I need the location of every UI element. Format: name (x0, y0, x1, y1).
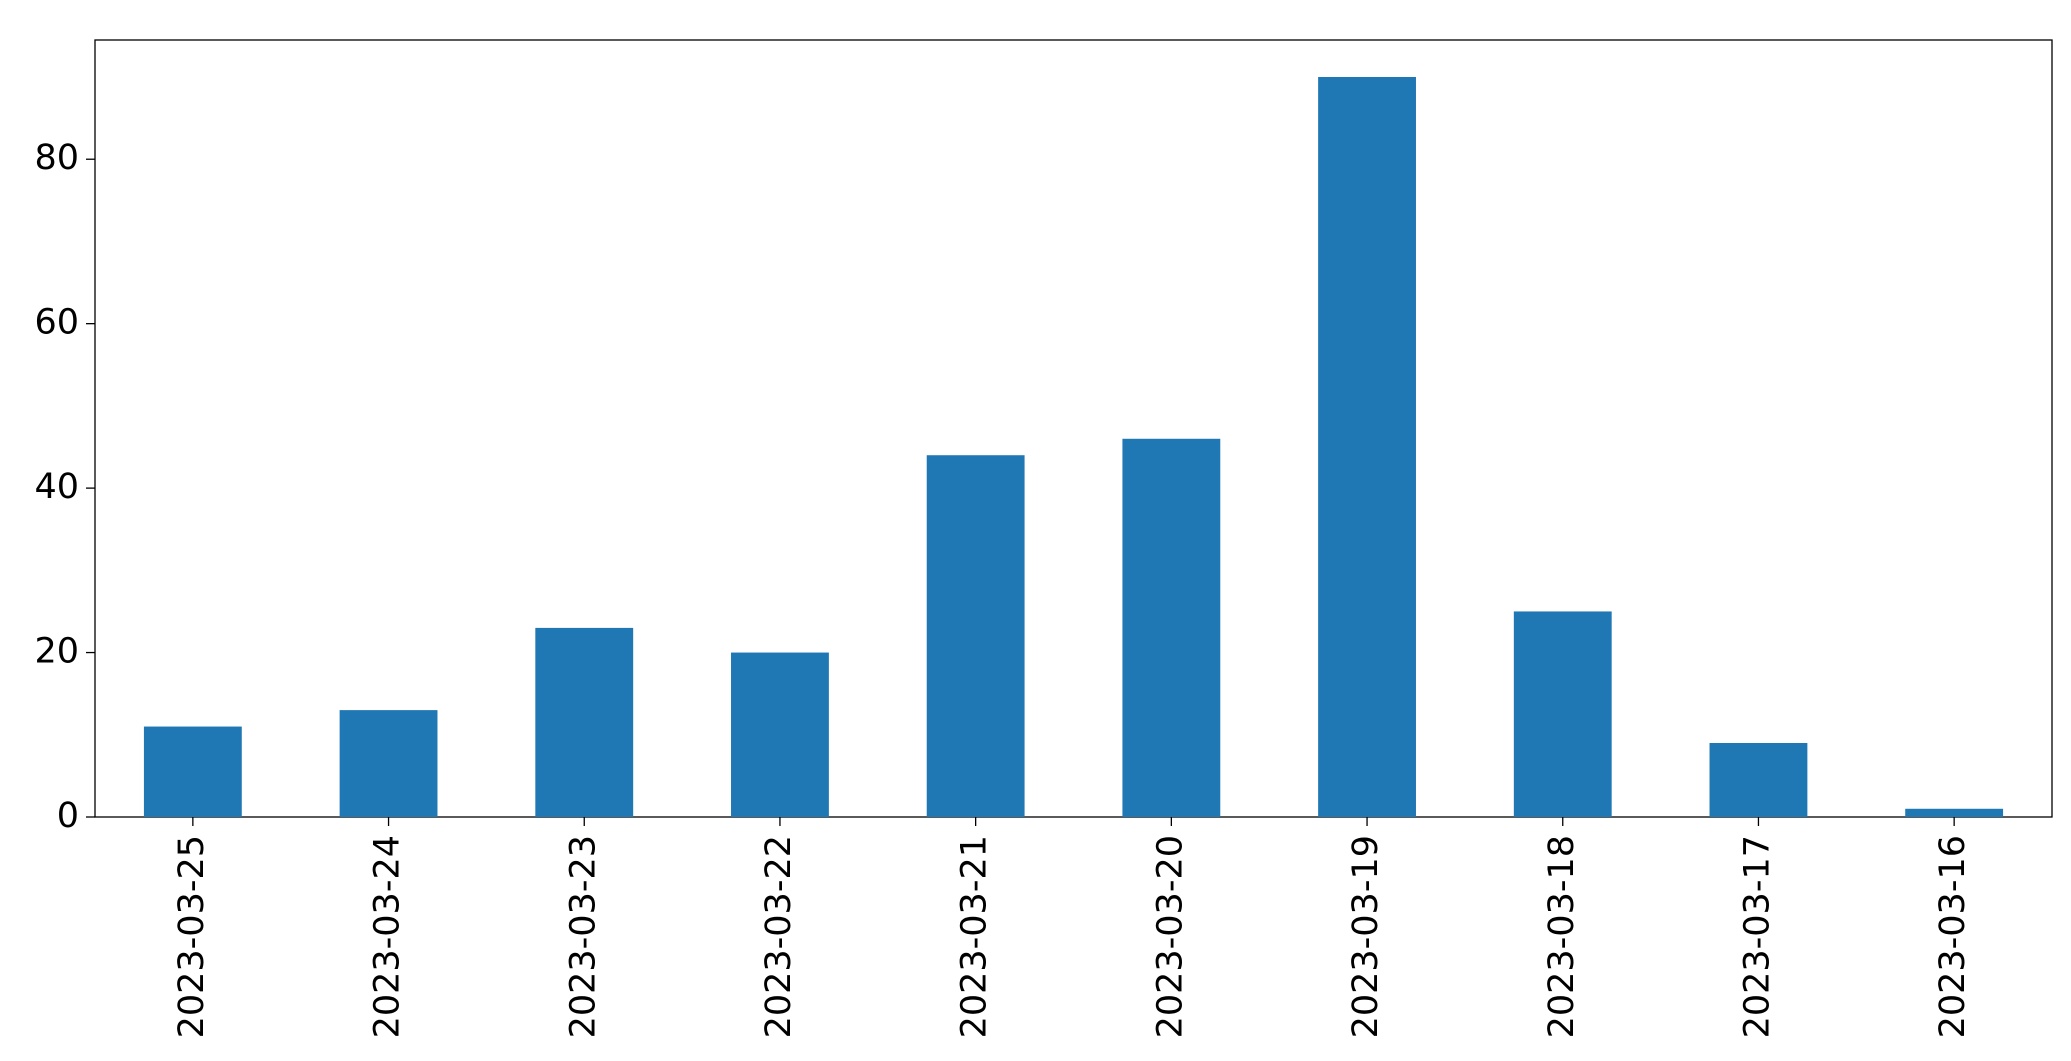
bar (1513, 611, 1612, 817)
x-tick-label: 2023-03-19 (1346, 835, 1386, 1038)
x-tick-label: 2023-03-18 (1542, 835, 1582, 1038)
y-tick-label: 20 (34, 632, 79, 672)
x-tick-label: 2023-03-22 (759, 835, 799, 1038)
y-tick-label: 40 (34, 467, 79, 507)
y-tick-label: 0 (57, 796, 79, 836)
y-tick-label: 80 (34, 138, 79, 178)
x-tick-label: 2023-03-17 (1737, 835, 1777, 1038)
x-tick-label: 2023-03-20 (1150, 835, 1190, 1038)
bar (926, 455, 1025, 817)
y-tick-label: 60 (34, 303, 79, 343)
bar (1318, 77, 1416, 817)
x-tick-label: 2023-03-21 (955, 835, 995, 1038)
bar (1122, 438, 1221, 817)
x-tick-label: 2023-03-25 (172, 835, 212, 1038)
bar (143, 726, 242, 817)
plot-frame (94, 39, 2053, 818)
bar (731, 652, 829, 817)
x-tick-label: 2023-03-16 (1933, 835, 1973, 1038)
bar (1709, 743, 1808, 817)
bar (339, 710, 438, 817)
x-tick-label: 2023-03-23 (563, 835, 603, 1038)
x-tick-label: 2023-03-24 (368, 835, 408, 1038)
bar (1905, 808, 2004, 817)
bar (535, 627, 634, 817)
